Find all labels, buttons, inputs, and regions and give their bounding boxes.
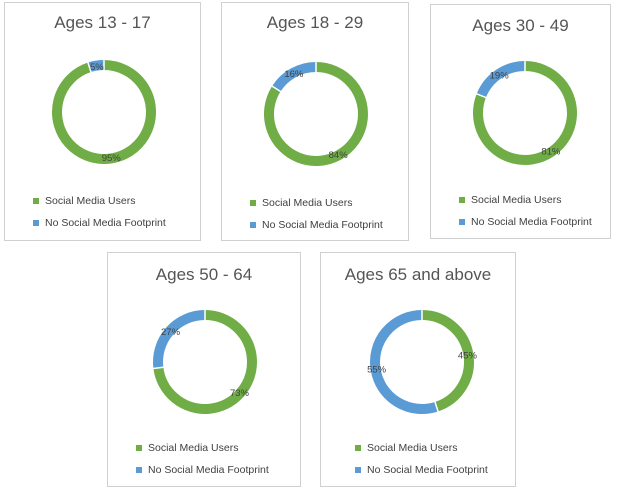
chart-legend: Social Media Users No Social Media Footp… xyxy=(33,194,166,238)
chart-legend: Social Media Users No Social Media Footp… xyxy=(355,441,488,485)
chart-legend: Social Media Users No Social Media Footp… xyxy=(136,441,269,485)
chart-legend: Social Media Users No Social Media Footp… xyxy=(459,193,592,237)
slice-data-label: 5% xyxy=(90,62,104,73)
slice-data-label: 19% xyxy=(490,70,510,81)
slice-data-label: 45% xyxy=(458,350,478,361)
legend-label: Social Media Users xyxy=(471,193,562,206)
legend-swatch-social xyxy=(250,199,256,206)
legend-item-none: No Social Media Footprint xyxy=(355,463,488,476)
legend-swatch-social xyxy=(136,444,142,451)
legend-label: Social Media Users xyxy=(148,441,239,454)
legend-item-social: Social Media Users xyxy=(250,196,383,209)
slice-social xyxy=(421,310,474,412)
chart-title: Ages 18 - 29 xyxy=(266,13,364,32)
slice-no-footprint xyxy=(476,61,526,98)
donut-chart: 95% 5% xyxy=(52,59,156,164)
slice-social xyxy=(473,61,577,165)
slice-no-footprint xyxy=(153,310,206,369)
chart-title: Ages 13 - 17 xyxy=(54,13,151,32)
legend-item-none: No Social Media Footprint xyxy=(136,463,269,476)
donut-chart: 84% 16% xyxy=(264,61,368,166)
legend-swatch-social xyxy=(33,197,39,204)
legend-swatch-none xyxy=(33,219,39,226)
slice-data-label: 27% xyxy=(161,327,181,338)
legend-item-none: No Social Media Footprint xyxy=(459,215,592,228)
legend-item-none: No Social Media Footprint xyxy=(33,216,166,229)
slice-social xyxy=(264,62,368,166)
legend-label: Social Media Users xyxy=(367,441,458,454)
slice-no-footprint xyxy=(272,62,317,92)
slice-separator xyxy=(270,84,282,93)
legend-label: No Social Media Footprint xyxy=(262,218,383,231)
legend-item-social: Social Media Users xyxy=(33,194,166,207)
chart-panel-ages-18-29: Ages 18 - 29 84% 16% Social Media Users N… xyxy=(221,2,409,241)
slice-separator xyxy=(433,400,440,413)
slice-data-label: 95% xyxy=(102,153,122,164)
legend-swatch-none xyxy=(355,466,361,473)
slice-data-label: 55% xyxy=(367,365,387,376)
slice-separator xyxy=(86,61,93,74)
legend-item-none: No Social Media Footprint xyxy=(250,218,383,231)
chart-panel-ages-65-above: Ages 65 and above 45% 55% Social Media Us… xyxy=(320,252,516,487)
legend-label: No Social Media Footprint xyxy=(45,216,166,229)
legend-swatch-social xyxy=(459,196,465,203)
slice-no-footprint xyxy=(370,310,439,414)
chart-title: Ages 65 and above xyxy=(344,265,492,284)
legend-item-social: Social Media Users xyxy=(459,193,592,206)
legend-label: Social Media Users xyxy=(262,196,353,209)
legend-swatch-none xyxy=(250,221,256,228)
chart-panel-ages-30-49: Ages 30 - 49 81% 19% Social Media Users N… xyxy=(430,4,611,239)
slice-separator xyxy=(152,366,165,370)
legend-label: Social Media Users xyxy=(45,194,136,207)
legend-label: No Social Media Footprint xyxy=(471,215,592,228)
chart-panel-ages-50-64: Ages 50 - 64 73% 27% Social Media Users N… xyxy=(107,252,301,487)
legend-swatch-social xyxy=(355,444,361,451)
legend-label: No Social Media Footprint xyxy=(148,463,269,476)
legend-swatch-none xyxy=(459,218,465,225)
slice-social xyxy=(153,310,257,414)
slice-data-label: 84% xyxy=(329,150,349,161)
chart-title: Ages 30 - 49 xyxy=(472,16,569,35)
donut-chart: 45% 55% xyxy=(367,309,477,414)
legend-item-social: Social Media Users xyxy=(136,441,269,454)
slice-social xyxy=(52,60,156,164)
chart-legend: Social Media Users No Social Media Footp… xyxy=(250,196,383,240)
chart-title: Ages 50 - 64 xyxy=(155,265,253,284)
slice-data-label: 81% xyxy=(541,147,561,158)
donut-chart: 73% 27% xyxy=(152,309,257,414)
donut-chart: 81% 19% xyxy=(473,60,577,165)
slice-separator xyxy=(475,92,488,99)
chart-panel-ages-13-17: Ages 13 - 17 95% 5% Social Media Users No… xyxy=(4,2,201,241)
slice-data-label: 16% xyxy=(284,69,304,80)
legend-label: No Social Media Footprint xyxy=(367,463,488,476)
legend-item-social: Social Media Users xyxy=(355,441,488,454)
legend-swatch-none xyxy=(136,466,142,473)
slice-data-label: 73% xyxy=(230,388,250,399)
